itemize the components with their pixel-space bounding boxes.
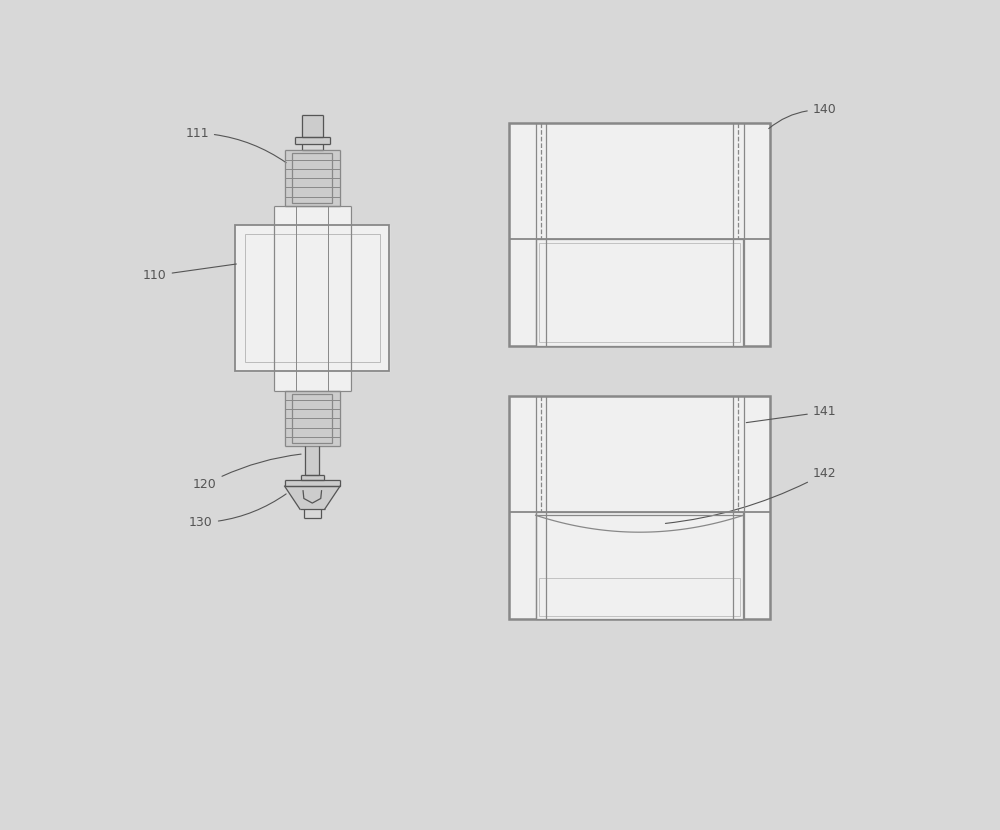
Polygon shape — [305, 446, 319, 476]
Polygon shape — [285, 486, 340, 510]
Text: 140: 140 — [769, 104, 837, 129]
Bar — [536, 512, 743, 619]
Text: 120: 120 — [193, 454, 301, 491]
Bar — [292, 154, 332, 203]
Polygon shape — [285, 391, 340, 446]
Text: 130: 130 — [189, 494, 286, 530]
Text: 141: 141 — [746, 405, 836, 422]
Polygon shape — [285, 480, 340, 486]
Text: 111: 111 — [185, 126, 286, 163]
Bar — [509, 396, 770, 619]
Polygon shape — [295, 137, 330, 144]
Bar — [292, 393, 332, 443]
Bar — [235, 225, 389, 371]
Bar — [509, 123, 770, 346]
Polygon shape — [235, 225, 389, 371]
Text: 110: 110 — [143, 264, 236, 282]
Bar — [539, 578, 740, 616]
Bar — [245, 234, 380, 362]
Polygon shape — [301, 476, 324, 480]
Bar — [536, 239, 743, 346]
Polygon shape — [302, 115, 323, 137]
Polygon shape — [274, 206, 351, 391]
Polygon shape — [285, 150, 340, 206]
Text: 142: 142 — [665, 467, 836, 524]
Bar — [539, 242, 740, 342]
